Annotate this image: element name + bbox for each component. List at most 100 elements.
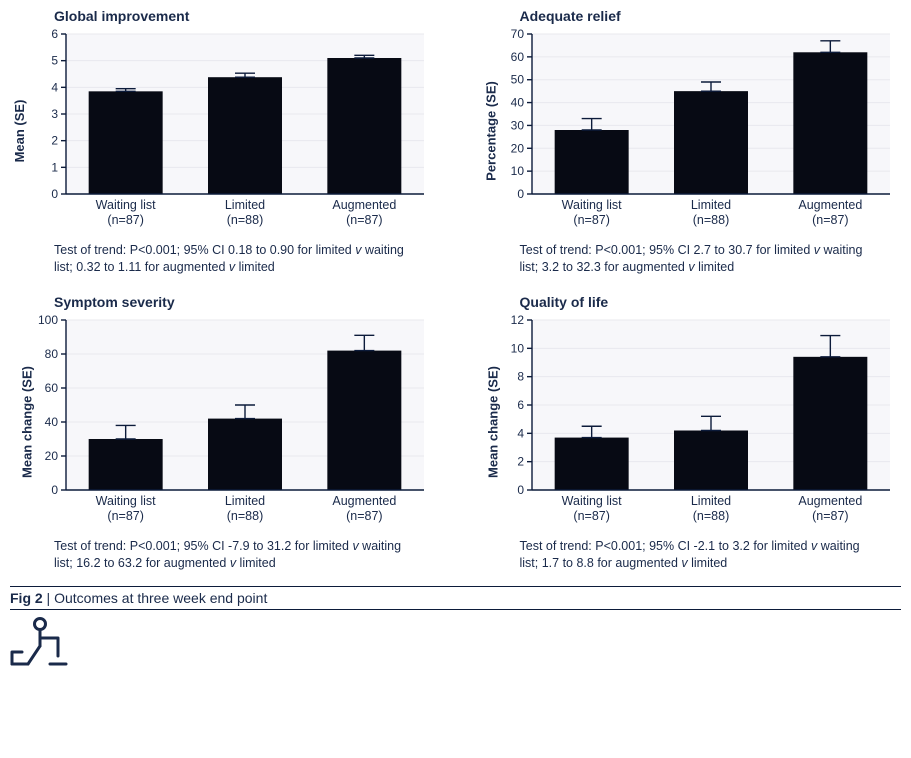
panel-caption: Test of trend: P<0.001; 95% CI -2.1 to 3…: [520, 538, 880, 572]
y-tick-label: 0: [517, 483, 524, 497]
panel-title: Symptom severity: [54, 294, 436, 310]
category-label-line2: (n=87): [346, 509, 382, 523]
y-tick-label: 60: [510, 50, 524, 64]
category-label-line1: Augmented: [798, 198, 862, 212]
category-label-line1: Augmented: [332, 198, 396, 212]
panel-title: Global improvement: [54, 8, 436, 24]
y-axis-label: Mean change (SE): [19, 366, 34, 478]
panel-title: Adequate relief: [520, 8, 902, 24]
y-tick-label: 10: [510, 341, 524, 355]
figure-caption-head: Fig 2: [10, 590, 43, 606]
bar: [674, 91, 748, 194]
bar: [554, 130, 628, 194]
chart-panel-adequate_relief: Adequate reliefPercentage (SE)0102030405…: [476, 8, 902, 276]
figure-page: Global improvementMean (SE)0123456Waitin…: [0, 0, 911, 758]
y-tick-label: 80: [45, 347, 59, 361]
y-axis-label-cell: Mean change (SE): [476, 312, 498, 532]
category-label-line2: (n=87): [573, 213, 609, 227]
y-tick-label: 4: [517, 426, 524, 440]
category-label-line2: (n=87): [812, 509, 848, 523]
panel-caption: Test of trend: P<0.001; 95% CI 0.18 to 0…: [54, 242, 414, 276]
y-tick-label: 50: [510, 73, 524, 87]
y-tick-label: 40: [510, 96, 524, 110]
category-label-line1: Waiting list: [561, 494, 621, 508]
y-tick-label: 2: [517, 454, 524, 468]
bar: [208, 77, 282, 194]
category-label-line2: (n=87): [107, 509, 143, 523]
chart-svg: 010203040506070Waiting list(n=87)Limited…: [498, 26, 896, 236]
y-tick-label: 2: [51, 134, 58, 148]
bar: [208, 418, 282, 489]
y-tick-label: 12: [510, 313, 524, 327]
y-tick-label: 5: [51, 54, 58, 68]
y-tick-label: 6: [51, 27, 58, 41]
bar: [793, 52, 867, 194]
y-tick-label: 20: [45, 449, 59, 463]
y-tick-label: 0: [517, 187, 524, 201]
category-label-line1: Waiting list: [96, 494, 156, 508]
category-label-line1: Waiting list: [96, 198, 156, 212]
y-tick-label: 30: [510, 118, 524, 132]
panel-caption: Test of trend: P<0.001; 95% CI 2.7 to 30…: [520, 242, 880, 276]
category-label-line1: Limited: [225, 494, 265, 508]
y-axis-label: Mean change (SE): [485, 366, 500, 478]
chart-svg: 020406080100Waiting list(n=87)Limited(n=…: [32, 312, 430, 532]
category-label-line2: (n=87): [812, 213, 848, 227]
figure-divider-top: [10, 586, 901, 587]
y-axis-label: Percentage (SE): [483, 81, 498, 181]
y-tick-label: 10: [510, 164, 524, 178]
category-label-line2: (n=88): [227, 509, 263, 523]
y-tick-label: 4: [51, 80, 58, 94]
bar: [554, 437, 628, 489]
chart-panel-symptom_severity: Symptom severity Mean change (SE) 0 20 40 60 8…: [10, 294, 436, 572]
y-tick-label: 0: [51, 187, 58, 201]
y-axis-label-cell: Percentage (SE): [476, 26, 498, 236]
chart-row: Mean (SE) 0 1 2 3 4 5 6 Waiting list(n=87) Limite…: [10, 26, 436, 236]
figure-caption-text: Outcomes at three week end point: [54, 590, 267, 606]
chart-svg: 024681012Waiting list(n=87)Limited(n=88)…: [498, 312, 896, 532]
category-label-line2: (n=88): [227, 213, 263, 227]
category-label-line2: (n=87): [107, 213, 143, 227]
plot-cell: 020406080100Waiting list(n=87)Limited(n=…: [32, 312, 436, 532]
bar: [674, 430, 748, 490]
y-axis-label-cell: Mean change (SE): [10, 312, 32, 532]
y-axis-label-cell: Mean (SE): [10, 26, 32, 236]
y-tick-label: 40: [45, 415, 59, 429]
category-label-line2: (n=88): [692, 213, 728, 227]
figure-caption-sep: |: [43, 590, 54, 606]
category-label-line1: Waiting list: [561, 198, 621, 212]
y-tick-label: 3: [51, 107, 58, 121]
y-axis-label: Mean (SE): [12, 100, 27, 163]
category-label-line2: (n=88): [692, 509, 728, 523]
category-label-line2: (n=87): [573, 509, 609, 523]
y-tick-label: 1: [51, 160, 58, 174]
figure-caption: Fig 2 | Outcomes at three week end point: [10, 590, 901, 606]
bar: [89, 439, 163, 490]
chart-row: Mean change (SE) 0 20 40 60 80 100 Waiting list…: [10, 312, 436, 532]
figure-divider-bottom: [10, 609, 901, 610]
panels-grid: Global improvementMean (SE)0123456Waitin…: [10, 8, 901, 572]
category-label-line1: Augmented: [332, 494, 396, 508]
chart-panel-quality_of_life: Quality of life Mean change (SE) 0 2 4 6 8 10 12…: [476, 294, 902, 572]
bar: [327, 58, 401, 194]
logo-icon: [10, 616, 901, 670]
y-tick-label: 8: [517, 369, 524, 383]
panel-caption: Test of trend: P<0.001; 95% CI -7.9 to 3…: [54, 538, 414, 572]
category-label-line1: Limited: [690, 494, 730, 508]
bar: [793, 357, 867, 490]
category-label-line1: Limited: [225, 198, 265, 212]
y-tick-label: 6: [517, 398, 524, 412]
panel-title: Quality of life: [520, 294, 902, 310]
y-tick-label: 70: [510, 27, 524, 41]
plot-cell: 0 1 2 3 4 5 6 Waiting list(n=87) Limited(n=88) Au…: [32, 26, 436, 236]
category-label-line1: Augmented: [798, 494, 862, 508]
plot-cell: 010203040506070Waiting list(n=87)Limited…: [498, 26, 902, 236]
y-tick-label: 60: [45, 381, 59, 395]
y-tick-label: 0: [51, 483, 58, 497]
chart-row: Mean change (SE)024681012Waiting list(n=…: [476, 312, 902, 532]
bar: [89, 91, 163, 194]
y-tick-label: 100: [38, 313, 58, 327]
bar: [327, 350, 401, 489]
chart-row: Percentage (SE)010203040506070Waiting li…: [476, 26, 902, 236]
plot-cell: 024681012Waiting list(n=87)Limited(n=88)…: [498, 312, 902, 532]
